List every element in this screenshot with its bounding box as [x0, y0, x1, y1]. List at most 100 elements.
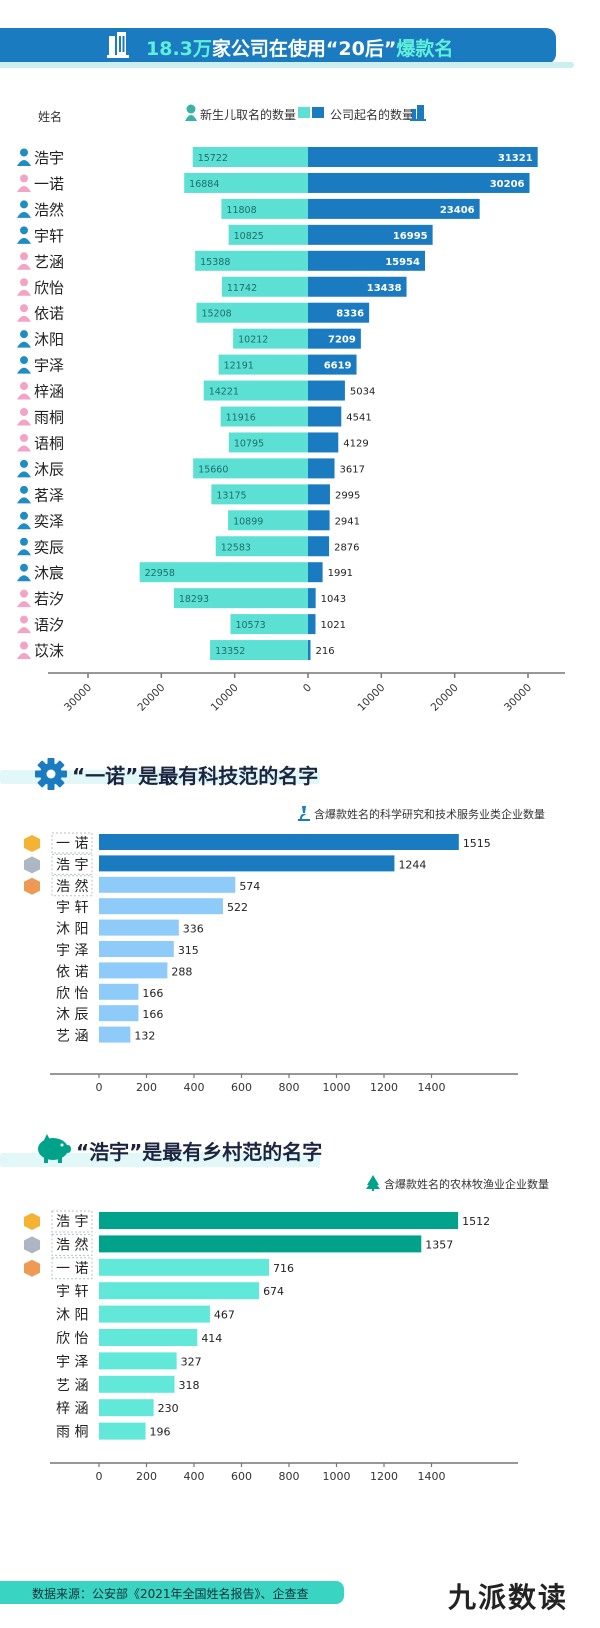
newborn-bar: [215, 536, 308, 557]
title-highlight-count: 18.3万: [146, 38, 212, 60]
x-tick-label: 1200: [370, 1470, 398, 1483]
gold-medal-icon: [24, 835, 40, 852]
x-tick-label: 800: [279, 1081, 300, 1094]
newborn-bar: [210, 640, 308, 661]
newborn-value-label: 10899: [233, 516, 263, 527]
newborn-value-label: 10795: [234, 438, 264, 449]
name-label: 一 诺: [56, 1261, 88, 1277]
tech-chart-note: 含爆款姓名的科学研究和技术服务业类企业数量: [314, 808, 545, 821]
section-underline: [0, 1153, 320, 1167]
x-tick-label: 200: [136, 1081, 157, 1094]
value-label: 522: [227, 901, 248, 914]
name-label: 欣 怡: [56, 986, 88, 1002]
newborn-bar: [211, 484, 308, 505]
company-count-bar: [99, 919, 179, 936]
baby-boy-icon-body: [17, 160, 31, 166]
top-rank-name-box: [51, 875, 93, 897]
baby-girl-icon: [20, 433, 28, 442]
company-count-bar: [99, 962, 168, 979]
x-tick-label: 1200: [370, 1081, 398, 1094]
baby-girl-icon-body: [17, 393, 31, 400]
baby-girl-icon-body: [17, 419, 31, 426]
tech-bar-chart: 一 诺 1515 浩 宇 1244 浩 然 574 宇 轩 522 沐 阳 336 宇 泽 315 依 …: [24, 832, 518, 1094]
newborn-bar: [228, 224, 308, 245]
newborn-value-label: 16884: [189, 179, 219, 190]
company-value-label: 2941: [335, 516, 360, 527]
baby-boy-icon: [20, 200, 28, 209]
company-value-label: 6619: [324, 361, 352, 372]
microscope-icon: [298, 806, 310, 821]
company-count-bar: [99, 1212, 459, 1229]
newborn-bar: [233, 328, 308, 349]
top-rank-name-box: [51, 1210, 93, 1233]
company-value-label: 8336: [336, 309, 364, 320]
value-label: 467: [214, 1309, 235, 1322]
newborn-bar: [228, 432, 308, 453]
company-count-bar: [99, 983, 139, 1000]
company-value-label: 30206: [490, 179, 525, 190]
newborn-value-label: 10212: [238, 335, 268, 346]
newborn-bar: [195, 250, 308, 271]
baby-girl-icon: [20, 382, 28, 391]
company-value-label: 13438: [367, 283, 402, 294]
newborn-value-label: 13175: [216, 490, 246, 501]
newborn-value-label: 10825: [234, 231, 264, 242]
data-source: 数据来源：公安部《2021年全国姓名报告》、企查查: [32, 1587, 309, 1601]
company-value-label: 15954: [385, 257, 420, 268]
x-tick-label: 400: [184, 1470, 205, 1483]
top-rank-name-box: [51, 1257, 93, 1280]
name-label: 浩 然: [56, 1236, 88, 1253]
newborn-bar: [139, 562, 308, 583]
company-bar: [308, 484, 330, 505]
newborn-value-label: 10573: [235, 620, 265, 631]
rural-chart-note: 含爆款姓名的农林牧渔业企业数量: [384, 1178, 549, 1191]
gold-medal-icon: [24, 1213, 40, 1230]
newborn-value-label: 18293: [179, 594, 209, 605]
name-label: 艺涵: [34, 253, 64, 271]
company-count-bar: [99, 1005, 139, 1022]
x-tick-label: 600: [231, 1470, 252, 1483]
name-label: 依诺: [34, 305, 64, 323]
value-label: 230: [158, 1402, 179, 1415]
name-label: 浩 宇: [56, 1214, 88, 1230]
x-tick-label: 20000: [135, 682, 167, 714]
newborn-value-label: 22958: [145, 568, 175, 579]
x-tick-label: 0: [301, 682, 314, 695]
baby-girl-icon-body: [17, 653, 31, 660]
title-banner: [0, 28, 556, 64]
name-label: 茗泽: [34, 486, 64, 504]
company-bar: [308, 640, 311, 661]
newborn-bar: [193, 458, 308, 479]
brand-logo-text: 九派数读: [448, 1581, 569, 1614]
company-count-bar: [99, 1375, 175, 1393]
x-tick-label: 20000: [429, 682, 461, 714]
newborn-value-label: 11808: [226, 205, 256, 216]
section-title-rural: “浩宇”是最有乡村范的名字: [76, 1140, 323, 1164]
company-count-bar: [99, 834, 459, 850]
newborn-bar: [221, 198, 308, 219]
gear-icon: [35, 758, 67, 790]
name-label: 沐 阳: [56, 1308, 88, 1324]
company-bar: [308, 432, 339, 453]
baby-girl-icon-body: [17, 627, 31, 634]
newborn-bar: [230, 614, 308, 635]
name-label: 宇轩: [34, 227, 64, 245]
name-label: 雨 桐: [56, 1425, 88, 1441]
name-label: 雨桐: [34, 409, 64, 427]
newborn-value-label: 14221: [209, 387, 239, 398]
baby-boy-icon: [20, 511, 28, 520]
name-label: 欣 怡: [56, 1331, 88, 1347]
name-label: 宇 泽: [56, 1354, 88, 1370]
company-count-bar: [99, 941, 174, 957]
company-bar: [308, 172, 530, 193]
name-label: 浩然: [34, 201, 64, 219]
newborn-bar: [196, 302, 308, 323]
newborn-bar: [220, 406, 308, 427]
footer-banner: [0, 1581, 344, 1604]
legend-company-label: 公司起名的数量: [330, 108, 415, 122]
newborn-value-label: 11742: [227, 283, 257, 294]
newborn-bar: [218, 354, 308, 375]
baby-girl-icon: [20, 304, 28, 313]
baby-boy-icon: [20, 537, 28, 546]
top-rank-name-box: [51, 832, 93, 854]
